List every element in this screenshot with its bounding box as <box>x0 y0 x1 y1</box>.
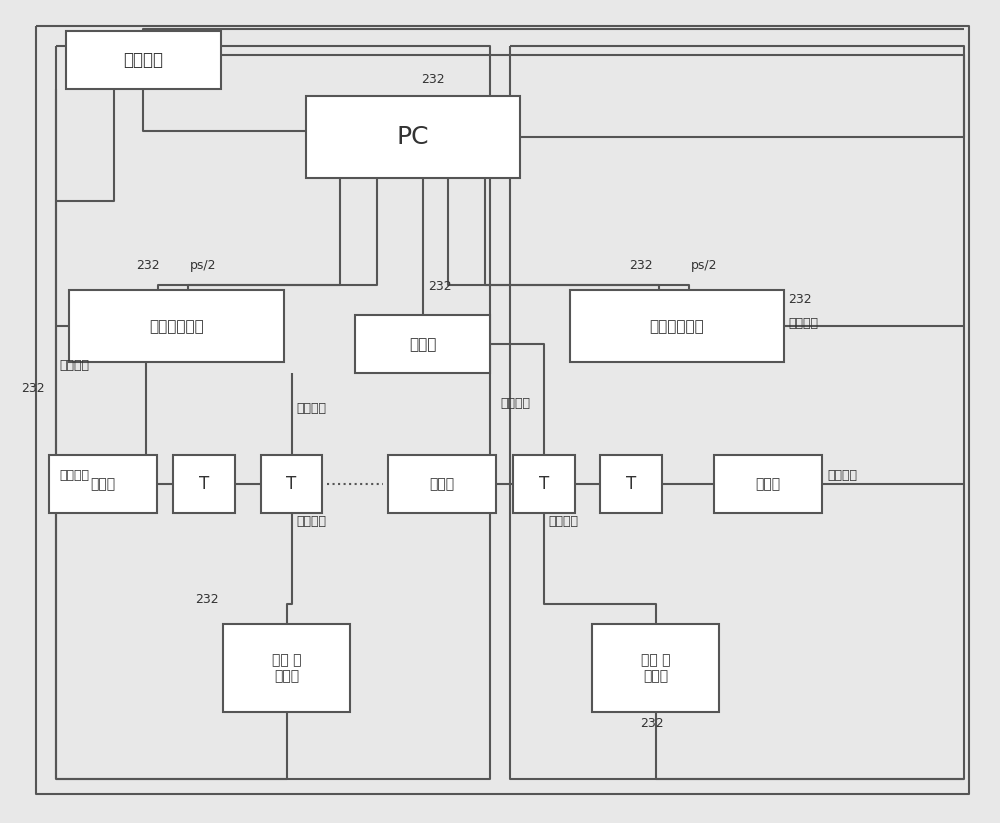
Bar <box>306 96 520 178</box>
Text: 主节点屏蔽箱: 主节点屏蔽箱 <box>650 319 704 334</box>
Text: 射频电缆: 射频电缆 <box>297 514 327 528</box>
Text: 射频电缆: 射频电缆 <box>549 514 579 528</box>
Text: 232: 232 <box>788 293 812 306</box>
Bar <box>355 315 490 373</box>
Bar <box>66 31 221 89</box>
Text: 232: 232 <box>137 259 160 272</box>
Text: 射频电缆: 射频电缆 <box>827 469 857 481</box>
Text: T: T <box>626 475 636 493</box>
Bar <box>388 455 496 513</box>
Bar <box>49 455 157 513</box>
Bar <box>714 455 822 513</box>
Bar <box>261 455 322 513</box>
Text: 232: 232 <box>641 717 664 730</box>
Bar <box>570 291 784 362</box>
Text: 主节点屏蔽箱: 主节点屏蔽箱 <box>149 319 204 334</box>
Text: 232: 232 <box>21 382 45 395</box>
Text: 衰减器: 衰减器 <box>756 477 781 491</box>
Bar <box>592 625 719 712</box>
Bar <box>173 455 235 513</box>
Text: 衰减器: 衰减器 <box>430 477 455 491</box>
Text: T: T <box>539 475 549 493</box>
Text: 干扰源: 干扰源 <box>409 337 436 351</box>
Text: 射频电缆: 射频电缆 <box>297 402 327 415</box>
Text: 射频电缆: 射频电缆 <box>59 359 89 372</box>
Text: 232: 232 <box>421 73 444 86</box>
Text: ps/2: ps/2 <box>190 259 217 272</box>
Text: 监控系统: 监控系统 <box>123 51 163 69</box>
Bar <box>513 455 575 513</box>
Text: 衰减器: 衰减器 <box>91 477 116 491</box>
Text: PC: PC <box>396 125 429 149</box>
Bar <box>600 455 662 513</box>
Text: T: T <box>286 475 297 493</box>
Text: 射频电缆: 射频电缆 <box>500 397 530 410</box>
Text: 232: 232 <box>629 259 653 272</box>
Bar <box>69 291 284 362</box>
Text: 子节 点
屏蔽箱: 子节 点 屏蔽箱 <box>641 653 670 683</box>
Text: 射频电缆: 射频电缆 <box>788 318 818 330</box>
Text: 子节 点
屏蔽箱: 子节 点 屏蔽箱 <box>272 653 301 683</box>
Text: 射频电缆: 射频电缆 <box>59 469 89 481</box>
Text: 232: 232 <box>195 593 218 607</box>
Text: 232: 232 <box>428 281 451 294</box>
Text: ps/2: ps/2 <box>691 259 717 272</box>
Text: T: T <box>199 475 209 493</box>
Bar <box>223 625 350 712</box>
